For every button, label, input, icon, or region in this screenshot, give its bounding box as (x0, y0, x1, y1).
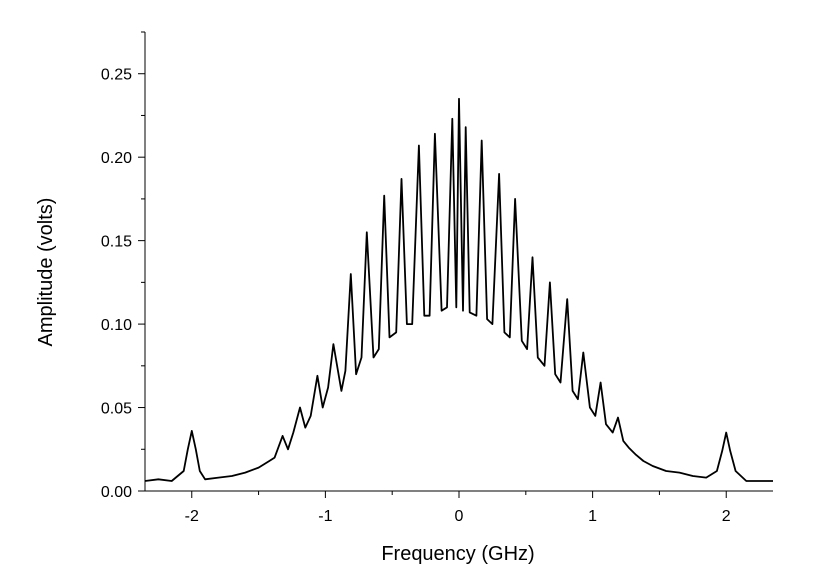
x-axis-title: Frequency (GHz) (381, 543, 534, 565)
y-tick-label: 0.15 (101, 234, 132, 251)
y-tick-label: 0.10 (101, 317, 132, 334)
x-tick-label: 1 (588, 508, 597, 525)
x-tick-label: 2 (722, 508, 731, 525)
x-tick-label: 0 (455, 508, 464, 525)
y-axis-title: Amplitude (volts) (35, 198, 57, 347)
y-tick-label: 0.05 (101, 401, 132, 418)
x-tick-label: -2 (185, 508, 199, 525)
x-tick-label: -1 (318, 508, 332, 525)
y-tick-label: 0.25 (101, 67, 132, 84)
x-ticks: -2 -1 0 1 2 (185, 491, 731, 525)
series-line (144, 97, 773, 482)
y-tick-label: 0.00 (101, 484, 132, 501)
y-ticks: 0.00 0.05 0.10 0.15 0.20 0.25 (101, 31, 145, 501)
y-tick-label: 0.20 (101, 150, 132, 167)
